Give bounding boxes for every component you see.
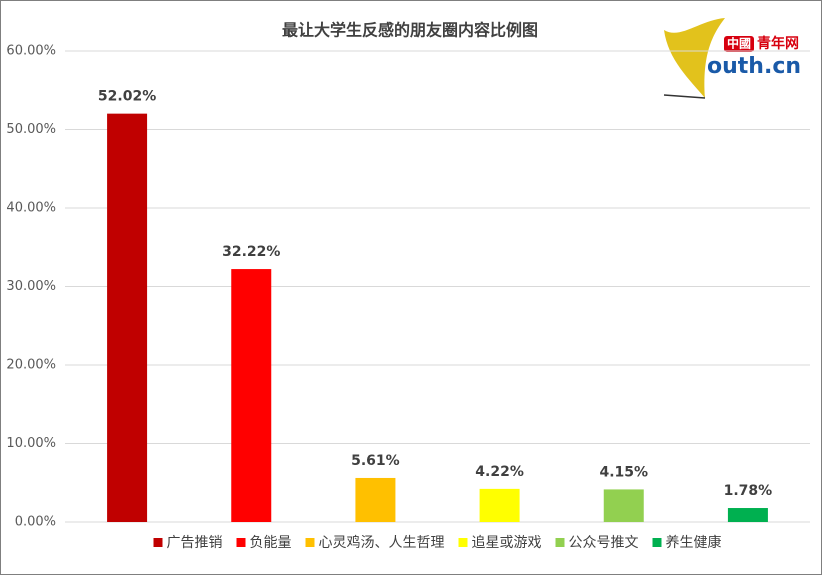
y-tick-label: 10.00% <box>6 436 56 451</box>
data-label: 32.22% <box>222 244 280 260</box>
legend-swatch <box>305 538 315 547</box>
y-tick-label: 30.00% <box>6 279 56 294</box>
legend-swatch <box>555 538 565 547</box>
data-label: 4.22% <box>475 464 524 480</box>
logo-stem <box>663 94 706 99</box>
bar <box>231 269 272 522</box>
logo-badge <box>724 36 754 52</box>
y-tick-label: 60.00% <box>6 44 56 59</box>
y-tick-label: 50.00% <box>6 122 56 137</box>
bar <box>727 508 768 522</box>
legend-label: 公众号推文 <box>569 535 639 551</box>
legend-swatch <box>458 538 468 547</box>
legend-label: 养生健康 <box>666 534 722 551</box>
bar <box>355 477 396 522</box>
data-label: 1.78% <box>724 483 773 499</box>
data-label: 4.15% <box>599 464 648 480</box>
logo-leaf <box>664 18 725 98</box>
logo-mark: 中國 <box>727 36 751 51</box>
legend-swatch <box>153 538 163 547</box>
legend-label: 负能量 <box>250 535 292 551</box>
legend-swatch <box>236 538 246 547</box>
legend-label: 追星或游戏 <box>472 535 542 551</box>
bar <box>479 488 520 522</box>
legend-label: 广告推销 <box>167 535 223 551</box>
logo-name: 青年网 <box>757 35 799 52</box>
y-tick-label: 40.00% <box>6 201 56 216</box>
logo-site: outh.cn <box>707 54 801 79</box>
bar <box>107 113 148 522</box>
logo: 中國 青年网 outh.cn <box>663 18 801 99</box>
data-label: 52.02% <box>98 89 156 105</box>
chart-title: 最让大学生反感的朋友圈内容比例图 <box>282 21 538 40</box>
data-label: 5.61% <box>351 453 400 469</box>
bar <box>603 489 644 522</box>
legend-swatch <box>652 538 662 547</box>
legend-label: 心灵鸡汤、人生哲理 <box>319 534 445 551</box>
y-tick-label: 0.00% <box>15 515 56 530</box>
y-tick-label: 20.00% <box>6 358 56 373</box>
